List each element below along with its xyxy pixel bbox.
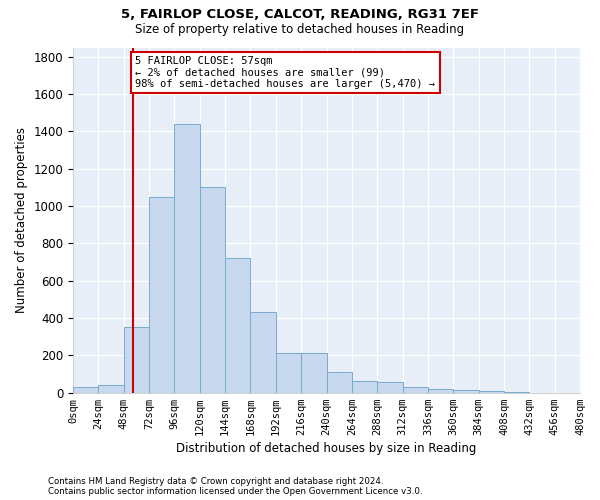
Text: 5 FAIRLOP CLOSE: 57sqm
← 2% of detached houses are smaller (99)
98% of semi-deta: 5 FAIRLOP CLOSE: 57sqm ← 2% of detached … xyxy=(136,56,436,90)
Bar xyxy=(352,382,377,392)
Bar xyxy=(175,124,200,392)
Bar xyxy=(453,390,479,392)
Bar xyxy=(276,352,301,393)
Bar xyxy=(326,372,352,392)
Bar xyxy=(225,258,250,392)
Text: Size of property relative to detached houses in Reading: Size of property relative to detached ho… xyxy=(136,22,464,36)
Bar xyxy=(98,385,124,392)
Text: Contains HM Land Registry data © Crown copyright and database right 2024.: Contains HM Land Registry data © Crown c… xyxy=(48,477,383,486)
Bar xyxy=(149,197,175,392)
Bar xyxy=(124,328,149,392)
Bar xyxy=(73,387,98,392)
Y-axis label: Number of detached properties: Number of detached properties xyxy=(15,127,28,313)
Bar xyxy=(403,387,428,392)
X-axis label: Distribution of detached houses by size in Reading: Distribution of detached houses by size … xyxy=(176,442,477,455)
Bar xyxy=(479,391,504,392)
Bar xyxy=(301,352,326,393)
Text: Contains public sector information licensed under the Open Government Licence v3: Contains public sector information licen… xyxy=(48,487,422,496)
Bar xyxy=(250,312,276,392)
Bar xyxy=(428,389,453,392)
Bar xyxy=(377,382,403,392)
Bar xyxy=(200,188,225,392)
Text: 5, FAIRLOP CLOSE, CALCOT, READING, RG31 7EF: 5, FAIRLOP CLOSE, CALCOT, READING, RG31 … xyxy=(121,8,479,20)
